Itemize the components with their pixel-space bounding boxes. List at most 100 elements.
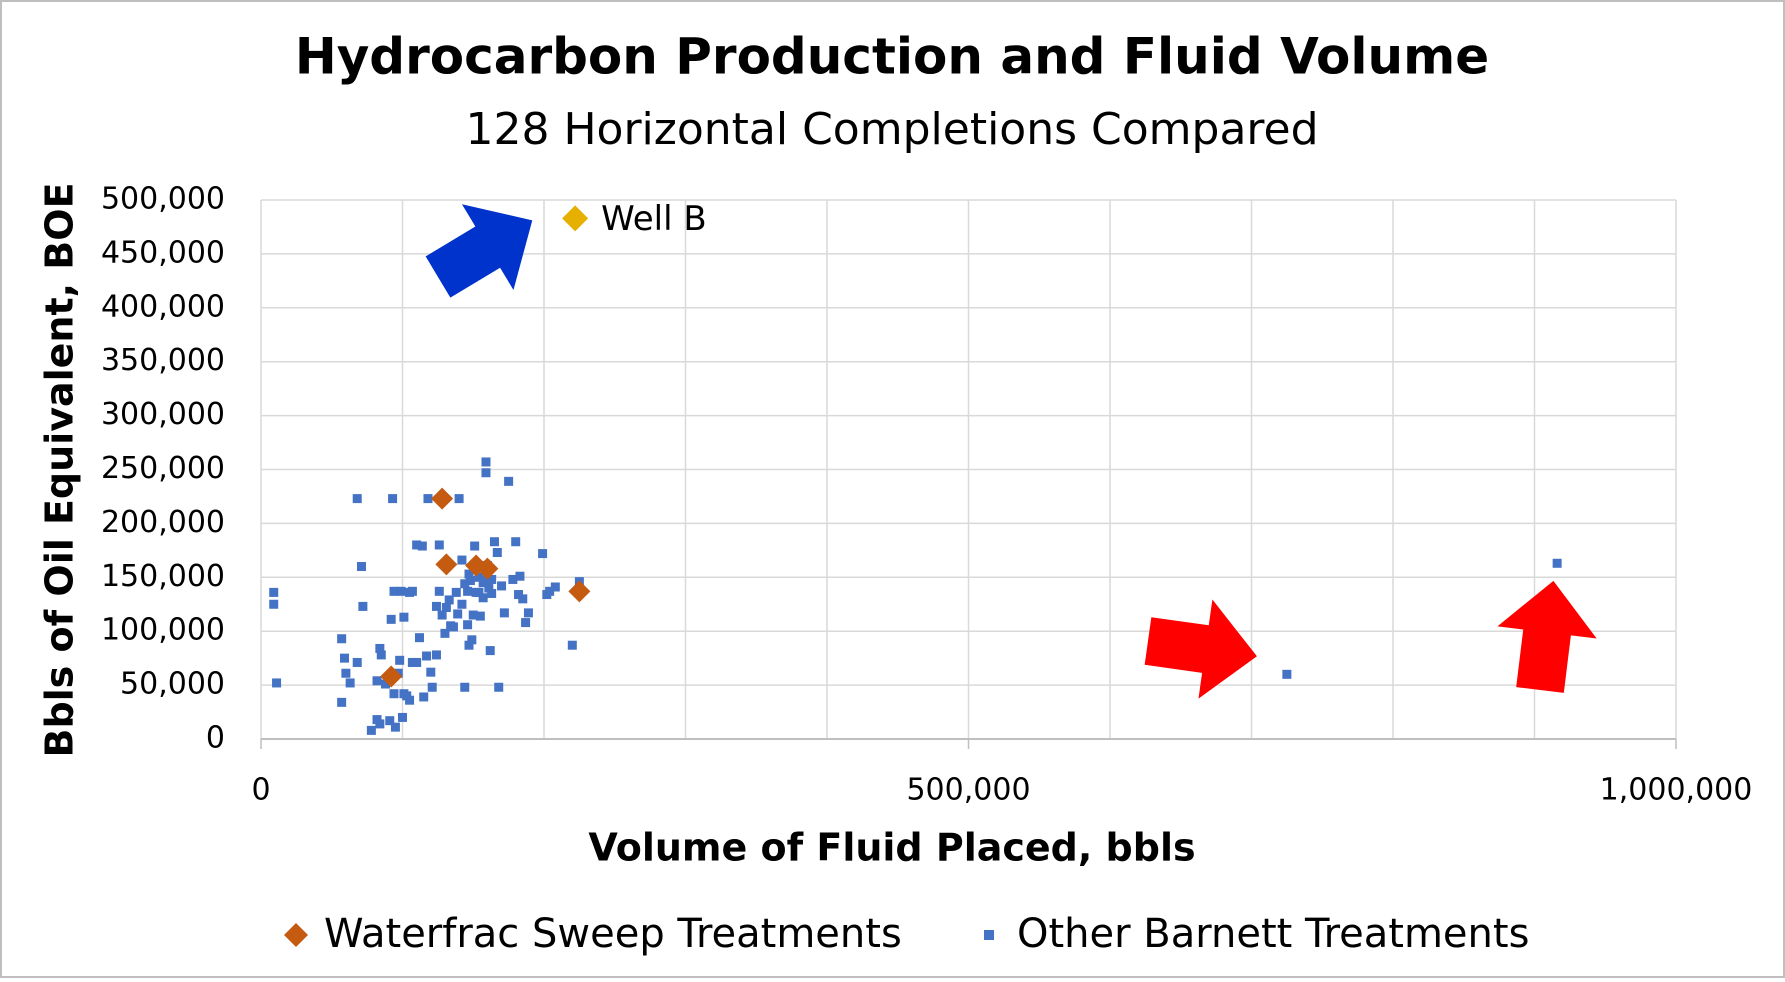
point xyxy=(269,587,279,597)
point xyxy=(492,548,502,558)
point xyxy=(480,576,490,586)
point xyxy=(568,580,591,603)
grid: 0 50,000 100,000 150,000 200,000 250,000 300,0… xyxy=(101,182,1752,808)
point xyxy=(375,719,385,729)
marks: Well B xyxy=(269,199,1562,735)
x-axis-label: Volume of Fluid Placed, bbls xyxy=(588,826,1195,870)
point xyxy=(269,599,279,609)
point xyxy=(440,628,450,638)
y-tick-label: 400,000 xyxy=(101,289,225,324)
point xyxy=(417,541,427,551)
point xyxy=(414,633,424,643)
point xyxy=(481,468,491,478)
x-tick-label: 500,000 xyxy=(906,773,1030,808)
point xyxy=(352,657,362,667)
point xyxy=(464,569,474,579)
y-tick-label: 200,000 xyxy=(101,505,225,540)
point xyxy=(434,540,444,550)
point xyxy=(465,576,475,586)
point xyxy=(396,586,406,596)
point xyxy=(395,655,405,665)
y-tick-label: 50,000 xyxy=(120,667,225,702)
point xyxy=(515,571,525,581)
point xyxy=(474,587,484,597)
point xyxy=(366,725,376,735)
point xyxy=(511,537,521,547)
point xyxy=(426,667,436,677)
point xyxy=(399,612,409,622)
point xyxy=(453,609,463,619)
point xyxy=(372,676,382,686)
point xyxy=(427,682,437,692)
point xyxy=(499,608,509,618)
point xyxy=(567,640,577,650)
point xyxy=(419,692,429,702)
point xyxy=(508,574,518,584)
point xyxy=(431,487,454,510)
point xyxy=(497,581,507,591)
point xyxy=(467,635,477,645)
point xyxy=(422,651,432,661)
point xyxy=(337,697,347,707)
point xyxy=(518,594,528,604)
point xyxy=(457,555,467,565)
arrow xyxy=(1497,580,1597,693)
point xyxy=(345,678,355,688)
point xyxy=(444,595,454,605)
point xyxy=(457,599,467,609)
point xyxy=(468,610,478,620)
point xyxy=(341,668,351,678)
point xyxy=(460,682,470,692)
point xyxy=(358,601,368,611)
point xyxy=(431,601,441,611)
point xyxy=(463,620,473,630)
y-tick-label: 0 xyxy=(206,721,225,756)
point xyxy=(375,643,385,653)
point xyxy=(398,712,407,722)
point xyxy=(475,611,485,621)
point xyxy=(352,494,362,504)
chart-subtitle: 128 Horizontal Completions Compared xyxy=(465,104,1318,155)
y-tick-label: 350,000 xyxy=(101,343,225,378)
point xyxy=(284,923,308,947)
point xyxy=(464,640,474,650)
point xyxy=(487,574,497,584)
point xyxy=(454,494,464,504)
point xyxy=(481,457,491,467)
point xyxy=(470,541,480,551)
arrows xyxy=(425,204,1597,699)
point xyxy=(523,608,533,618)
point xyxy=(412,540,422,550)
point xyxy=(489,537,499,547)
point xyxy=(412,657,422,667)
y-tick-label: 300,000 xyxy=(101,397,225,432)
point xyxy=(984,930,994,940)
point xyxy=(390,722,400,732)
point xyxy=(385,716,395,726)
y-tick-label: 450,000 xyxy=(101,235,225,270)
y-tick-label: 150,000 xyxy=(101,559,225,594)
point xyxy=(451,587,461,597)
y-axis-label: Bbls of Oil Equivalent, BOE xyxy=(38,182,82,757)
point xyxy=(356,562,366,572)
legend-label: Waterfrac Sweep Treatments xyxy=(324,911,902,957)
point xyxy=(562,205,589,232)
arrow xyxy=(1144,599,1257,699)
point xyxy=(423,494,433,504)
legend-label: Other Barnett Treatments xyxy=(1017,911,1529,957)
point xyxy=(407,586,417,596)
point xyxy=(485,646,495,656)
point xyxy=(381,679,391,689)
x-tick-label: 1,000,000 xyxy=(1600,773,1753,808)
point xyxy=(389,689,399,699)
point xyxy=(339,653,349,663)
point xyxy=(487,588,497,598)
point xyxy=(1552,558,1562,568)
point xyxy=(434,586,444,596)
point xyxy=(460,579,470,589)
y-tick-label: 100,000 xyxy=(101,613,225,648)
y-tick-label: 500,000 xyxy=(101,182,225,217)
point xyxy=(386,614,396,624)
point xyxy=(545,586,555,596)
